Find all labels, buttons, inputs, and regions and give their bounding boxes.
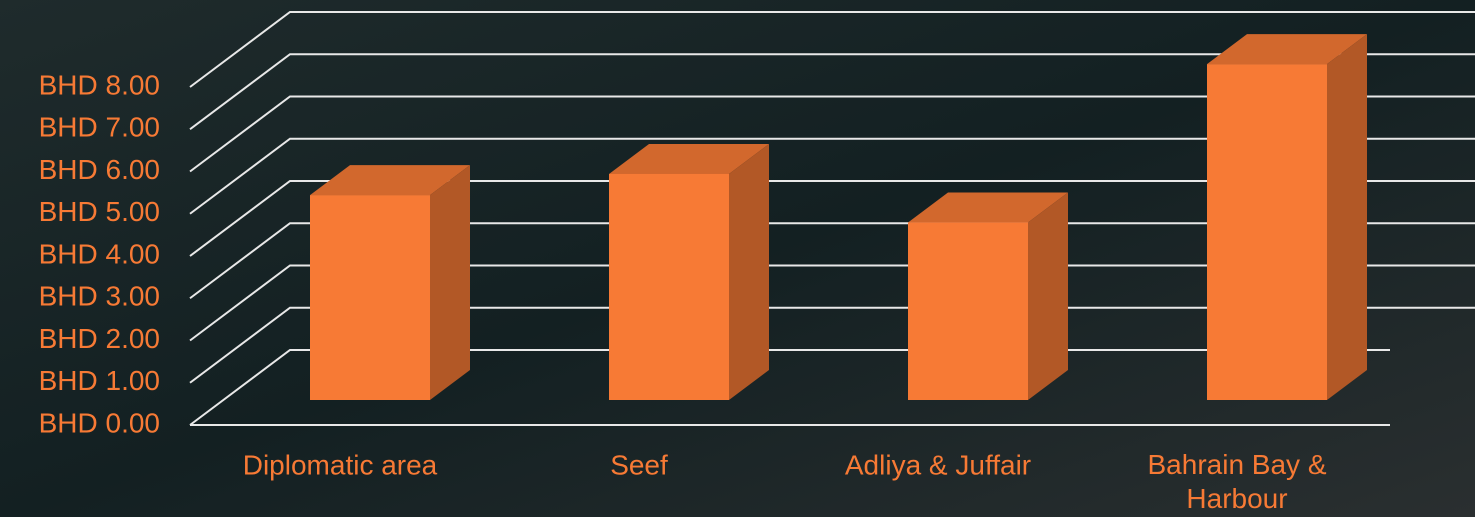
y-tick-label: BHD 8.00 [39,69,160,100]
bar-side [729,143,769,400]
bar-front [310,195,430,400]
y-tick-label: BHD 1.00 [39,365,160,396]
bar-top [908,192,1068,223]
y-tick-label: BHD 0.00 [39,407,160,438]
x-tick-label: Diplomatic area [243,449,438,480]
y-tick-label: BHD 2.00 [39,323,160,354]
y-tick-label: BHD 7.00 [39,112,160,143]
bar-top [609,143,769,174]
bar-front [609,173,729,400]
bar-side [1327,34,1367,401]
bar-front [1207,64,1327,401]
bar [609,143,769,400]
bar-side [430,165,470,400]
grid-line [189,180,1475,257]
bar [1207,34,1367,401]
y-tick-label: BHD 4.00 [39,238,160,269]
x-tick-label: Seef [610,449,668,480]
bar-front [908,222,1028,400]
bar [310,165,470,400]
grid-line [189,95,1475,173]
grid-line [189,53,1475,131]
bar-top [1207,34,1367,65]
x-tick-label: Adliya & Juffair [845,449,1031,480]
bar-side [1028,192,1068,400]
grid-line [189,137,1475,215]
y-tick-label: BHD 5.00 [39,196,160,227]
grid-line [189,222,1475,300]
grid-line [189,264,1475,342]
y-tick-label: BHD 3.00 [39,281,160,312]
plot-area: BHD 0.00 BHD 1.00 BHD 2.00 BHD 3.00 BHD 4.00… [39,11,1475,514]
grid-line [189,306,1475,384]
bar [908,192,1068,400]
grid-line [189,11,1475,88]
y-tick-label: BHD 6.00 [39,154,160,185]
x-tick-label: Bahrain Bay & Harbour [1148,449,1327,514]
bar-top [310,165,470,196]
